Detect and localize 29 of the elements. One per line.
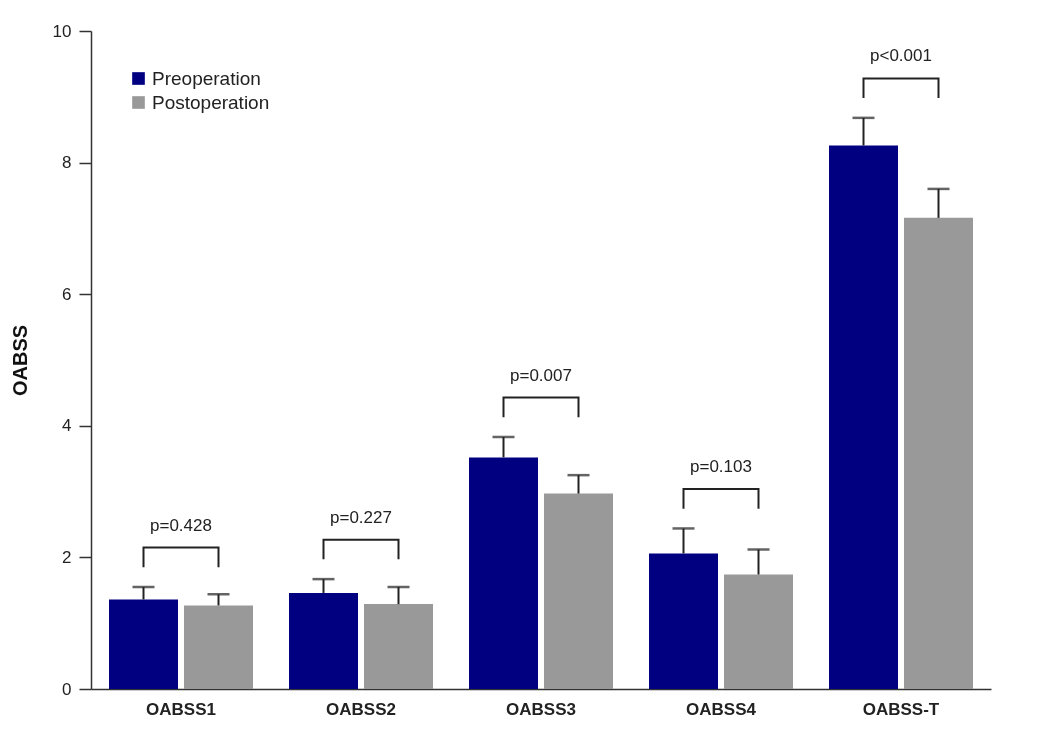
annotation: p=0.428: [150, 515, 212, 535]
annotation: p<0.001: [870, 46, 932, 66]
bar: [109, 599, 178, 689]
bar: [829, 145, 898, 689]
y-tick-label: 6: [62, 284, 72, 304]
x-tick-label: OABSS3: [506, 699, 576, 719]
bar: [364, 604, 433, 689]
y-axis-title: OABSS: [8, 324, 31, 397]
bar: [904, 217, 973, 689]
x-tick-label: OABSS1: [146, 699, 216, 719]
x-tick-label: OABSS-T: [862, 699, 940, 719]
legend-label: Postoperation: [152, 91, 270, 113]
bar: [544, 493, 613, 689]
y-tick-label: 4: [62, 416, 72, 436]
bar: [649, 553, 718, 689]
x-tick-label: OABSS2: [326, 699, 396, 719]
annotation: p=0.103: [690, 456, 752, 476]
y-tick-label: 8: [62, 153, 72, 173]
annotation: p=0.227: [330, 507, 392, 527]
bar: [469, 457, 538, 689]
bar: [184, 605, 253, 689]
y-tick-label: 10: [52, 21, 72, 41]
legend-label: Preoperation: [152, 67, 261, 89]
y-tick-label: 0: [62, 679, 72, 699]
bar: [289, 592, 358, 689]
y-tick-label: 2: [62, 547, 72, 567]
bar: [724, 574, 793, 689]
x-tick-label: OABSS4: [686, 699, 757, 719]
annotation: p=0.007: [510, 365, 572, 385]
